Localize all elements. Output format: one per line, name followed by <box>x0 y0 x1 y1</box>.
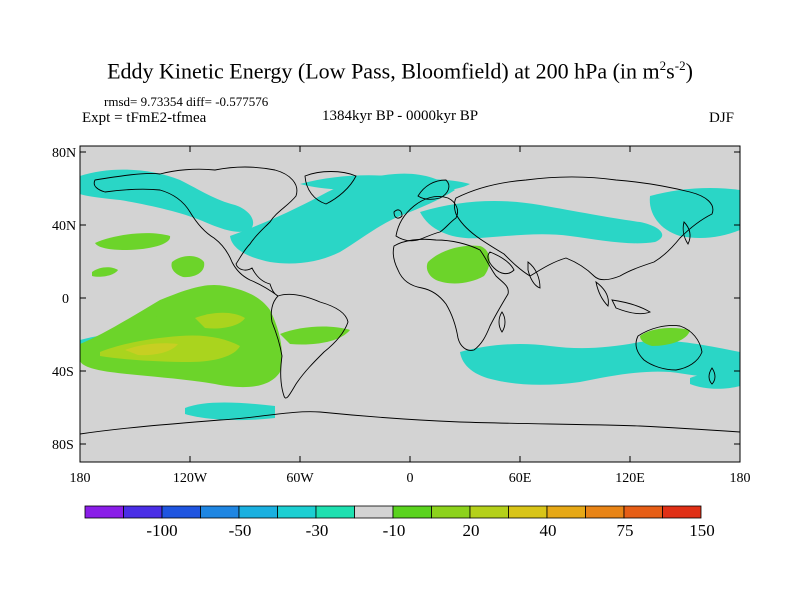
colorbar-swatch <box>508 505 548 519</box>
anomaly-pos-south-america-mid <box>195 312 245 329</box>
anomaly-pos-africa <box>426 245 490 284</box>
lon-tick-label: 60E <box>509 471 532 486</box>
colorbar-swatch <box>354 505 394 519</box>
coast-europe <box>395 195 459 242</box>
anomaly-neg-north-atlantic <box>230 173 455 264</box>
map-panel <box>79 145 741 463</box>
title-superscript: -2 <box>674 58 686 73</box>
title-text: Eddy Kinetic Energy (Low Pass, Bloomfiel… <box>107 58 660 84</box>
coast-southeast-asia <box>595 280 652 315</box>
anomaly-neg-north-pacific <box>80 169 254 232</box>
experiment-label: Expt = tFmE2-tfmea <box>82 110 207 126</box>
colorbar-swatch <box>238 505 278 519</box>
lat-tick-label: 80S <box>52 438 74 453</box>
stats-line: rmsd= 9.73354 diff= -0.577576 <box>104 94 269 109</box>
lon-tick-label: 120E <box>615 471 645 486</box>
figure-title: Eddy Kinetic Energy (Low Pass, Bloomfiel… <box>0 58 800 84</box>
anomaly-pos-tropical-pacific-1 <box>95 233 171 250</box>
colorbar-label: -100 <box>146 521 177 540</box>
colorbar-swatch <box>623 505 663 519</box>
anomaly-neg-arctic <box>300 175 470 193</box>
coast-australia <box>635 325 703 371</box>
colorbar-swatch <box>546 505 586 519</box>
colorbar-label: -30 <box>306 521 329 540</box>
coast-north-america <box>93 166 298 297</box>
anomaly-neg-eurasia <box>420 200 663 244</box>
colorbar-swatch <box>84 505 124 519</box>
colorbar-label: -10 <box>383 521 406 540</box>
anomaly-neg-north-pacific-west <box>649 188 740 238</box>
lon-axis-labels: 180 120W 60W 0 60E 120E 180 <box>70 471 751 486</box>
period-label: 1384kyr BP - 0000kyr BP <box>322 108 479 124</box>
anomaly-pos-australia <box>640 328 690 346</box>
colorbar <box>84 505 702 519</box>
coast-antarctica <box>80 411 740 435</box>
colorbar-swatch <box>123 505 163 519</box>
lon-tick-label: 0 <box>407 471 414 486</box>
axis-ticks <box>80 146 740 462</box>
title-superscript: 2 <box>659 58 667 73</box>
anomaly-pos-south-atlantic <box>280 326 350 345</box>
lon-tick-label: 180 <box>70 471 91 486</box>
coast-greenland <box>304 171 357 205</box>
coast-madagascar <box>498 311 506 333</box>
coast-asia <box>454 176 714 281</box>
colorbar-swatch <box>392 505 432 519</box>
title-unit: s <box>666 58 675 84</box>
anomaly-pos-south-pacific-core <box>125 343 178 356</box>
coast-africa <box>392 238 509 351</box>
colorbar-label: 150 <box>689 521 715 540</box>
lat-tick-label: 40S <box>52 365 74 380</box>
title-close: ) <box>685 58 693 84</box>
colorbar-swatch <box>161 505 201 519</box>
coast-uk <box>393 209 403 219</box>
colorbar-label: 40 <box>540 521 557 540</box>
colorbar-swatch <box>277 505 317 519</box>
colorbar-label: -50 <box>229 521 252 540</box>
coastlines <box>80 166 740 435</box>
lon-tick-label: 60W <box>286 471 314 486</box>
lon-tick-label: 120W <box>173 471 208 486</box>
anomaly-neg-australia-east <box>690 372 740 389</box>
lat-tick-label: 40N <box>52 219 76 234</box>
coast-new-zealand <box>708 367 716 385</box>
colorbar-swatch <box>200 505 240 519</box>
anomaly-pos-east-pacific-small <box>135 314 162 330</box>
anomaly-neg-south-pacific <box>185 402 275 421</box>
season-label: DJF <box>709 110 735 126</box>
colorbar-label: 20 <box>463 521 480 540</box>
coast-south-america <box>270 293 349 399</box>
lat-tick-label: 80N <box>52 146 76 161</box>
lat-tick-label: 0 <box>62 292 69 307</box>
anomaly-pos-subtropical-pacific-north <box>92 267 118 277</box>
coast-japan <box>682 221 691 245</box>
colorbar-swatch <box>585 505 625 519</box>
coast-arabia-india <box>487 251 541 289</box>
colorbar-labels: -100 -50 -30 -10 20 40 75 150 <box>146 521 714 540</box>
colorbar-swatch <box>431 505 471 519</box>
anomaly-shading <box>80 169 740 421</box>
lat-axis-labels: 80N 40N 0 40S 80S <box>52 146 76 453</box>
coast-scandinavia <box>417 179 450 200</box>
colorbar-swatch <box>662 505 702 519</box>
colorbar-swatch <box>315 505 355 519</box>
colorbar-swatch <box>469 505 509 519</box>
lon-tick-label: 180 <box>730 471 751 486</box>
anomaly-neg-southern-ocean-east <box>460 340 740 385</box>
colorbar-label: 75 <box>617 521 634 540</box>
anomaly-pos-tropical-pacific-2 <box>171 256 205 278</box>
